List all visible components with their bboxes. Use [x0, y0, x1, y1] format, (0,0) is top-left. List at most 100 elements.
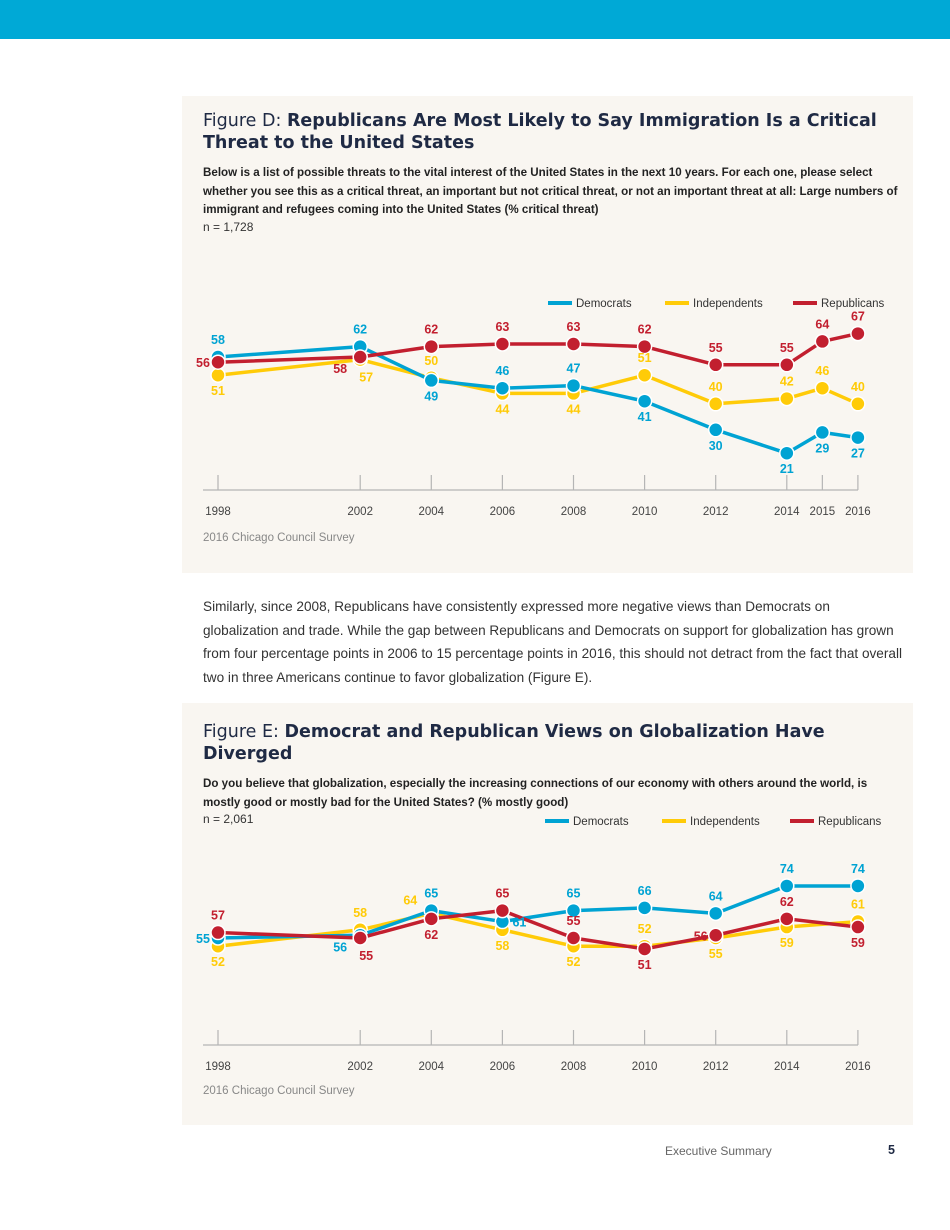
- legend-label-independents: Independents: [690, 816, 760, 828]
- data-point-democrats: [494, 380, 511, 396]
- data-label-republicans: 55: [780, 341, 794, 355]
- legend-label-republicans: Republicans: [818, 816, 882, 828]
- x-tick-label: 2015: [810, 506, 836, 518]
- data-label-republicans: 51: [638, 958, 652, 972]
- data-label-independents: 59: [780, 936, 794, 950]
- data-label-democrats: 27: [851, 447, 865, 461]
- x-tick-label: 2014: [774, 1061, 800, 1073]
- data-point-democrats: [779, 878, 795, 894]
- data-label-democrats: 74: [780, 862, 794, 876]
- data-point-republicans: [636, 338, 653, 355]
- data-label-republicans: 55: [709, 341, 723, 355]
- data-label-democrats: 29: [815, 441, 829, 455]
- data-point-republicans: [814, 333, 831, 350]
- figure-e-title: Figure E: Democrat and Republican Views …: [203, 721, 903, 765]
- figure-d-title: Figure D: Republicans Are Most Likely to…: [203, 110, 903, 154]
- data-label-republicans: 57: [211, 909, 225, 923]
- data-label-democrats: 61: [512, 916, 526, 930]
- data-label-independents: 58: [353, 906, 367, 920]
- data-point-independents: [814, 380, 831, 396]
- data-point-republicans: [494, 336, 511, 352]
- data-label-independents: 44: [567, 402, 581, 416]
- data-label-republicans: 63: [567, 320, 581, 334]
- figure-d-source: 2016 Chicago Council Survey: [203, 532, 355, 544]
- data-label-democrats: 46: [495, 364, 509, 378]
- data-point-republicans: [423, 911, 440, 927]
- data-point-republicans: [210, 924, 226, 941]
- data-label-independents: 52: [211, 955, 225, 969]
- x-tick-label: 2002: [347, 506, 373, 518]
- data-label-democrats: 56: [333, 940, 347, 954]
- data-label-republicans: 64: [815, 317, 829, 331]
- figure-d-header: Figure D: Republicans Are Most Likely to…: [203, 110, 903, 235]
- legend-swatch-independents: [662, 819, 686, 823]
- x-tick-label: 2004: [419, 1061, 445, 1073]
- series-line-independents: [217, 357, 859, 406]
- data-label-republicans: 65: [495, 887, 509, 901]
- data-label-democrats: 30: [709, 439, 723, 453]
- body-paragraph: Similarly, since 2008, Republicans have …: [203, 599, 902, 685]
- x-tick-label: 2002: [347, 1061, 373, 1073]
- footer-section: Executive Summary: [665, 1144, 772, 1158]
- data-label-independents: 61: [851, 898, 865, 912]
- data-label-independents: 40: [851, 380, 865, 394]
- data-point-republicans: [565, 336, 582, 352]
- data-label-democrats: 47: [567, 362, 581, 376]
- data-label-democrats: 21: [780, 462, 794, 476]
- figure-e-chart: 1998 2002 2004 2006 2008 2010 2012 2014 2016 Demo…: [196, 816, 882, 1073]
- figure-e-header: Figure E: Democrat and Republican Views …: [203, 721, 903, 827]
- series-line-independents: [217, 911, 859, 948]
- data-point-independents: [636, 367, 653, 383]
- data-label-democrats: 62: [353, 323, 367, 337]
- figure-e-sample-size: n = 2,061: [203, 812, 254, 826]
- data-label-democrats: 66: [638, 884, 652, 898]
- data-point-independents: [779, 390, 795, 407]
- data-point-republicans: [352, 349, 368, 365]
- data-point-republicans: [779, 357, 795, 373]
- data-point-republicans: [850, 325, 866, 342]
- data-label-republicans: 62: [780, 895, 794, 909]
- data-label-democrats: 65: [424, 887, 438, 901]
- data-label-democrats: 74: [851, 862, 865, 876]
- data-point-democrats: [707, 422, 724, 438]
- data-point-independents: [707, 396, 724, 412]
- x-tick-label: 2008: [561, 506, 587, 518]
- data-label-independents: 55: [709, 947, 723, 961]
- data-point-democrats: [707, 905, 724, 922]
- data-label-democrats: 65: [567, 887, 581, 901]
- figure-e-heading: Democrat and Republican Views on Globali…: [203, 722, 825, 764]
- figure-e-label: Figure E:: [203, 722, 285, 742]
- data-label-independents: 44: [495, 402, 509, 416]
- data-label-republicans: 59: [851, 936, 865, 950]
- figure-d-label: Figure D:: [203, 111, 287, 131]
- data-label-republicans: 63: [495, 320, 509, 334]
- x-tick-label: 2010: [632, 506, 658, 518]
- figure-d-question: Below is a list of possible threats to t…: [203, 164, 903, 220]
- data-label-independents: 51: [211, 384, 225, 398]
- figure-d-chart: 1998 2002 2004 2006 2008 2010 2012 2014 2015 2016…: [196, 298, 884, 518]
- series-line-democrats: [217, 344, 859, 455]
- header-bar: [0, 0, 950, 39]
- data-label-independents: 51: [638, 351, 652, 365]
- data-point-democrats: [814, 424, 831, 441]
- question-text: Below is a list of possible threats to t…: [203, 166, 873, 198]
- data-label-republicans: 55: [567, 914, 581, 928]
- data-point-republicans: [565, 930, 582, 946]
- data-label-republicans: 55: [359, 949, 373, 963]
- data-point-republicans: [210, 354, 226, 370]
- x-tick-label: 2016: [845, 506, 871, 518]
- x-tick-label: 2008: [561, 1061, 587, 1073]
- data-point-republicans: [707, 927, 724, 944]
- data-label-republicans: 56: [196, 356, 210, 370]
- legend-label-democrats: Democrats: [576, 298, 632, 310]
- data-label-independents: 57: [359, 371, 373, 385]
- data-label-republicans: 58: [333, 362, 347, 376]
- x-tick-label: 2012: [703, 506, 729, 518]
- x-tick-label: 2006: [490, 1061, 516, 1073]
- data-label-independents: 50: [424, 354, 438, 368]
- data-point-democrats: [636, 900, 653, 916]
- page-number: 5: [888, 1143, 895, 1157]
- figure-e-source: 2016 Chicago Council Survey: [203, 1085, 355, 1097]
- x-tick-label: 2010: [632, 1061, 658, 1073]
